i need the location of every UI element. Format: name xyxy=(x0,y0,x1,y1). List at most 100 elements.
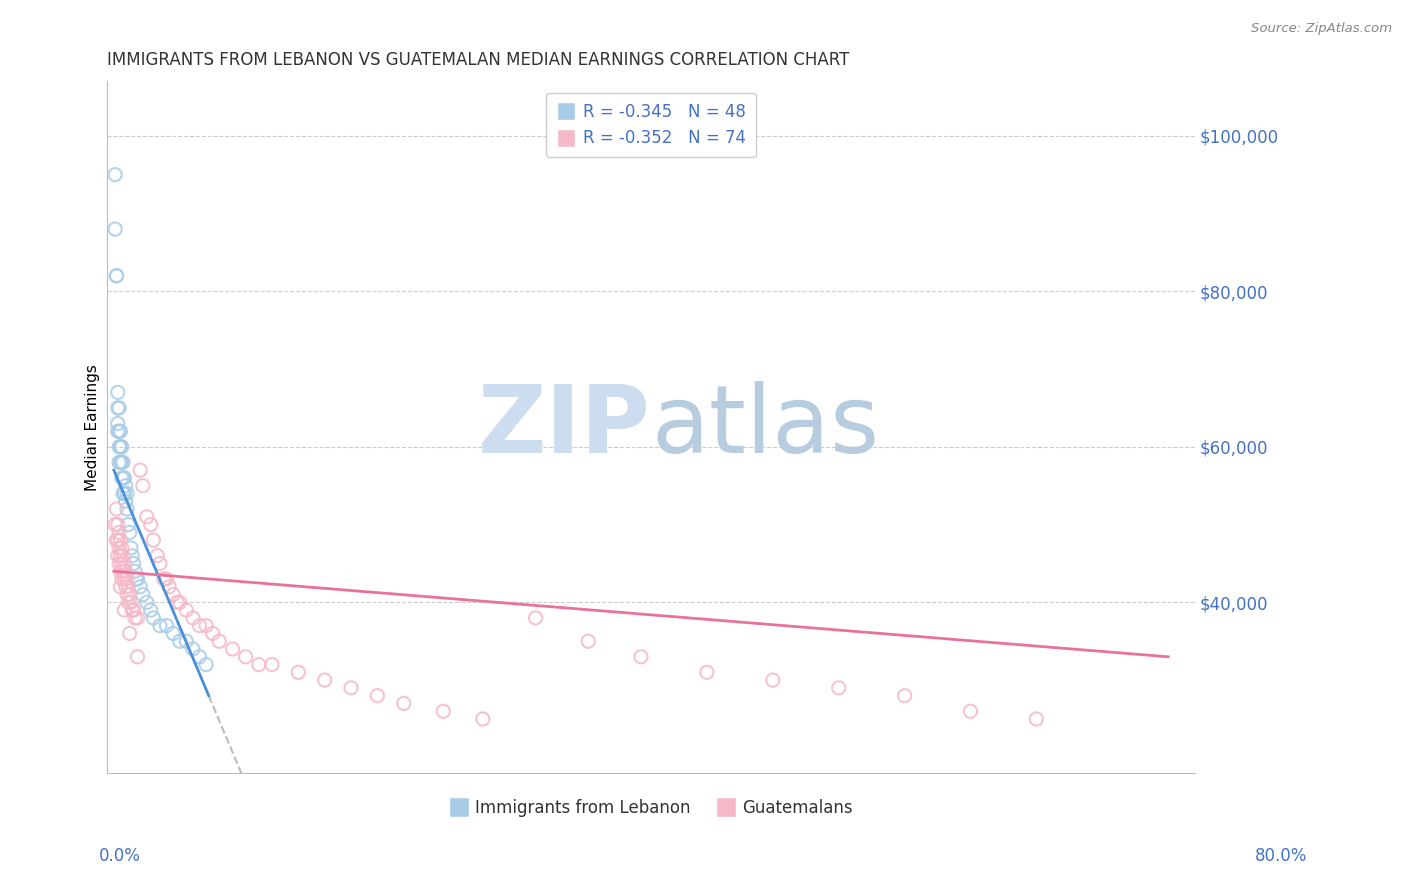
Text: IMMIGRANTS FROM LEBANON VS GUATEMALAN MEDIAN EARNINGS CORRELATION CHART: IMMIGRANTS FROM LEBANON VS GUATEMALAN ME… xyxy=(107,51,849,69)
Point xyxy=(114,564,136,578)
Text: 80.0%: 80.0% xyxy=(1256,847,1308,865)
Point xyxy=(146,549,169,563)
Point xyxy=(169,634,191,648)
Point xyxy=(122,603,145,617)
Point xyxy=(110,580,132,594)
Legend: Immigrants from Lebanon, Guatemalans: Immigrants from Lebanon, Guatemalans xyxy=(441,793,860,824)
Point xyxy=(110,440,132,454)
Point xyxy=(104,517,127,532)
Point xyxy=(260,657,283,672)
Point xyxy=(108,424,131,438)
Point xyxy=(162,588,184,602)
Point xyxy=(112,603,135,617)
Point xyxy=(208,634,231,648)
Point xyxy=(195,618,218,632)
Point xyxy=(112,564,135,578)
Point xyxy=(127,611,149,625)
Point xyxy=(121,603,143,617)
Point xyxy=(105,502,128,516)
Point xyxy=(112,471,135,485)
Point xyxy=(124,611,146,625)
Point xyxy=(1025,712,1047,726)
Point xyxy=(108,455,131,469)
Point xyxy=(471,712,494,726)
Point xyxy=(112,486,135,500)
Point xyxy=(111,557,134,571)
Point xyxy=(110,533,132,548)
Point xyxy=(111,572,134,586)
Point xyxy=(247,657,270,672)
Point xyxy=(112,486,135,500)
Point xyxy=(176,603,198,617)
Point xyxy=(110,424,132,438)
Point xyxy=(117,580,139,594)
Point xyxy=(105,533,128,548)
Point xyxy=(107,517,129,532)
Point xyxy=(115,486,138,500)
Point xyxy=(114,580,136,594)
Point xyxy=(432,704,454,718)
Point xyxy=(696,665,718,680)
Text: Source: ZipAtlas.com: Source: ZipAtlas.com xyxy=(1251,22,1392,36)
Point xyxy=(139,603,162,617)
Point xyxy=(155,572,177,586)
Point xyxy=(149,618,172,632)
Point xyxy=(127,572,149,586)
Point xyxy=(195,657,218,672)
Point xyxy=(111,440,134,454)
Point xyxy=(107,401,129,415)
Point xyxy=(110,549,132,563)
Point xyxy=(524,611,547,625)
Point xyxy=(108,541,131,555)
Point xyxy=(287,665,309,680)
Point xyxy=(111,455,134,469)
Point xyxy=(105,268,128,283)
Point xyxy=(117,595,139,609)
Point xyxy=(107,385,129,400)
Point xyxy=(340,681,363,695)
Point xyxy=(127,649,149,664)
Point xyxy=(112,572,135,586)
Point xyxy=(120,595,142,609)
Point xyxy=(107,417,129,431)
Point xyxy=(108,557,131,571)
Point xyxy=(115,588,138,602)
Point xyxy=(110,455,132,469)
Point xyxy=(129,463,152,477)
Point xyxy=(108,401,131,415)
Point xyxy=(117,517,139,532)
Point xyxy=(176,634,198,648)
Point xyxy=(392,697,415,711)
Point xyxy=(108,525,131,540)
Point xyxy=(120,541,142,555)
Point xyxy=(142,611,165,625)
Point xyxy=(181,642,204,657)
Point xyxy=(118,626,141,640)
Point xyxy=(115,572,138,586)
Point xyxy=(366,689,388,703)
Point xyxy=(221,642,243,657)
Point xyxy=(235,649,257,664)
Point xyxy=(630,649,652,664)
Point xyxy=(149,557,172,571)
Point xyxy=(122,557,145,571)
Point xyxy=(107,533,129,548)
Point xyxy=(155,618,177,632)
Point xyxy=(104,168,127,182)
Point xyxy=(112,557,135,571)
Point xyxy=(111,471,134,485)
Point xyxy=(142,533,165,548)
Point xyxy=(112,549,135,563)
Y-axis label: Median Earnings: Median Earnings xyxy=(86,364,100,491)
Point xyxy=(114,494,136,508)
Text: ZIP: ZIP xyxy=(478,382,651,474)
Point xyxy=(125,572,148,586)
Point xyxy=(129,580,152,594)
Point xyxy=(121,549,143,563)
Point xyxy=(112,471,135,485)
Point xyxy=(157,580,180,594)
Point xyxy=(762,673,785,687)
Point xyxy=(169,595,191,609)
Point xyxy=(107,549,129,563)
Point xyxy=(959,704,981,718)
